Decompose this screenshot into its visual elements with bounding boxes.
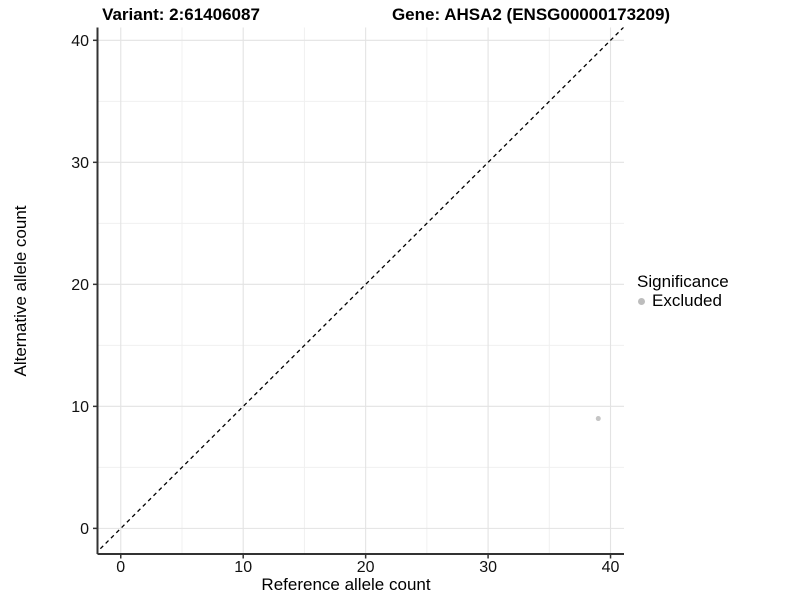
identity-dashed-line xyxy=(97,27,624,553)
y-tick-label: 0 xyxy=(80,521,89,538)
y-tick-label: 40 xyxy=(71,33,89,50)
legend: Significance Excluded xyxy=(637,272,729,310)
legend-point-icon xyxy=(638,297,645,305)
legend-item-excluded: Excluded xyxy=(637,292,729,310)
minor-gridlines xyxy=(97,27,624,554)
gene-title: Gene: AHSA2 (ENSG00000173209) xyxy=(391,5,671,24)
y-tick-label: 10 xyxy=(71,399,89,416)
y-axis-title: Alternative allele count xyxy=(11,205,30,377)
identity-line xyxy=(97,27,624,553)
x-tick-label: 0 xyxy=(116,559,125,576)
variant-title: Variant: 2:61406087 xyxy=(102,5,260,24)
axis-tick-labels: 0 10 20 30 40 0 10 20 30 40 xyxy=(71,33,619,576)
legend-item-label: Excluded xyxy=(652,291,722,310)
x-tick-label: 30 xyxy=(479,559,497,576)
legend-title: Significance xyxy=(637,272,729,291)
x-axis-title: Reference allele count xyxy=(261,575,431,594)
y-tick-label: 30 xyxy=(71,155,89,172)
major-gridlines xyxy=(97,27,624,554)
y-tick-label: 20 xyxy=(71,277,89,294)
x-tick-label: 20 xyxy=(357,559,375,576)
axis-tick-marks xyxy=(93,39,612,559)
data-point xyxy=(595,416,601,422)
data-points xyxy=(595,416,601,422)
axis-lines xyxy=(96,27,624,555)
x-tick-label: 40 xyxy=(602,559,620,576)
x-tick-label: 10 xyxy=(234,559,252,576)
